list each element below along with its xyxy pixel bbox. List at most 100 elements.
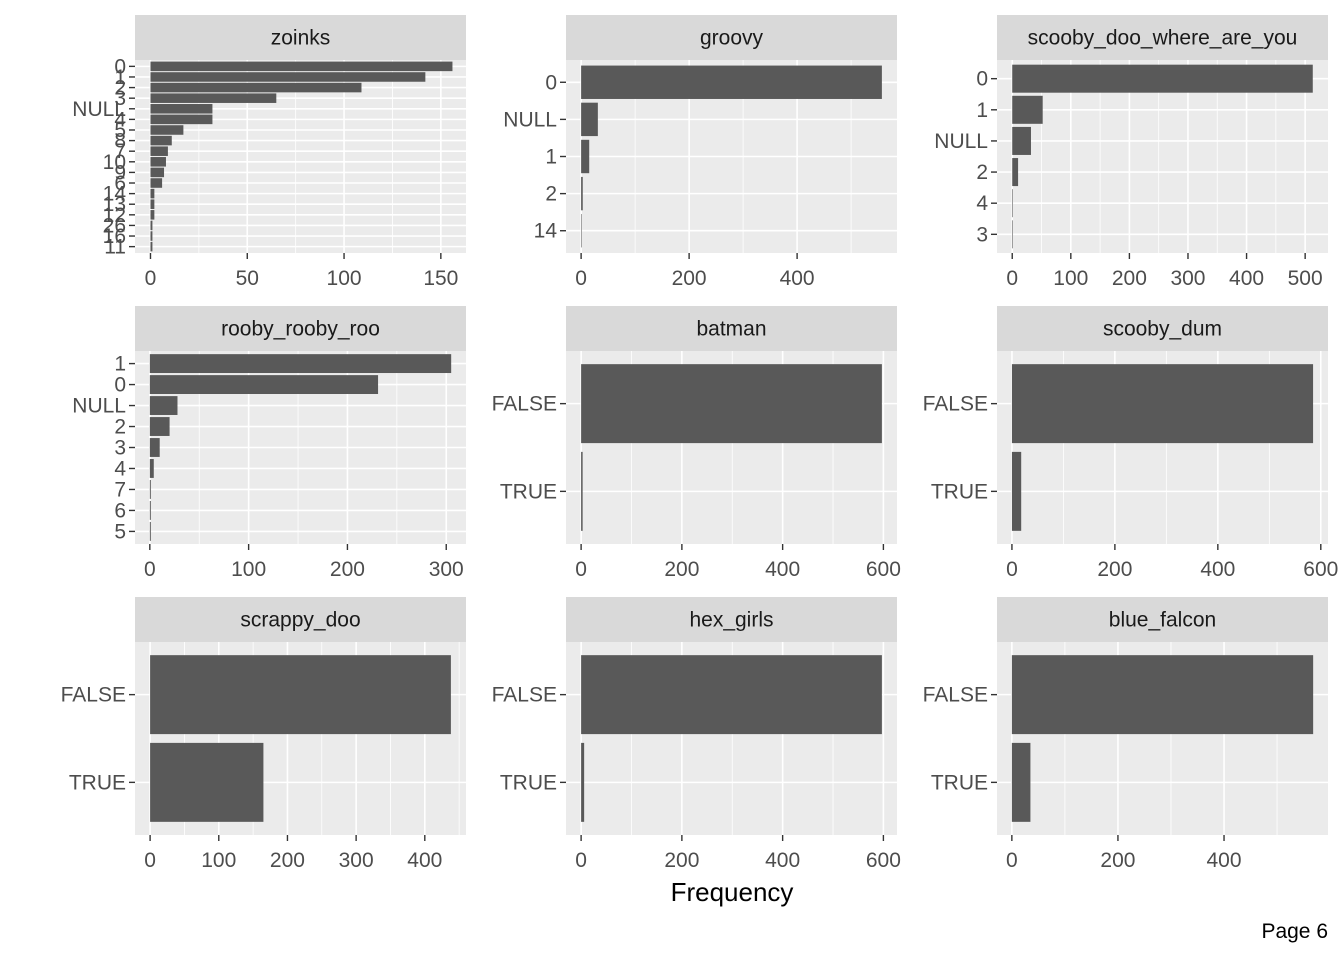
y-tick-label: FALSE: [492, 393, 557, 416]
x-tick-label: 400: [1207, 849, 1242, 872]
bar-2: [1012, 158, 1019, 187]
bar-3: [149, 438, 160, 457]
y-tick-label: 7: [114, 140, 126, 163]
x-tick-label: 0: [1006, 849, 1018, 872]
y-tick-label: 2: [114, 77, 126, 100]
y-tick-label: 4: [114, 108, 126, 131]
x-tick-label: 0: [575, 558, 587, 581]
x-tick-label: 100: [231, 558, 266, 581]
y-tick-label: 11: [104, 236, 126, 259]
x-tick-label: 400: [780, 267, 815, 290]
bar-0: [149, 375, 379, 395]
facet-title: hex_girls: [689, 609, 773, 632]
x-tick-label: 400: [765, 849, 800, 872]
bar-5: [149, 521, 151, 541]
y-tick-label: 0: [114, 55, 126, 78]
x-tick-label: 400: [1200, 558, 1235, 581]
x-tick-label: 200: [1100, 849, 1135, 872]
bar-12: [150, 210, 155, 220]
bar-6: [149, 500, 151, 520]
y-tick-label: 1: [976, 99, 988, 122]
bar-26: [150, 220, 153, 231]
x-tick-label: 0: [1006, 267, 1018, 290]
y-tick-label: 3: [976, 223, 988, 246]
bar-false: [150, 655, 451, 735]
x-tick-label: 200: [1112, 267, 1147, 290]
bar-1: [1012, 95, 1043, 124]
bar-7: [149, 480, 151, 499]
facet-title: scooby_doo_where_are_you: [1028, 27, 1298, 50]
bar-false: [1011, 655, 1314, 735]
x-tick-label: 0: [1006, 558, 1018, 581]
bar-1: [581, 139, 590, 174]
y-tick-label: FALSE: [923, 393, 988, 416]
y-tick-label: 2: [114, 416, 126, 439]
x-tick-label: 400: [765, 558, 800, 581]
x-tick-label: 200: [672, 267, 707, 290]
facet-title: scrappy_doo: [240, 609, 360, 632]
y-tick-label: TRUE: [500, 771, 557, 794]
facet-scrappy-doo: scrappy_doo FALSE TRUE 0 100 200 300 400: [61, 597, 466, 872]
y-tick-label: NULL: [72, 395, 126, 418]
bar-4: [1012, 189, 1013, 218]
y-tick-label: 7: [114, 478, 126, 501]
bar-1: [149, 354, 452, 374]
x-tick-label: 0: [144, 849, 156, 872]
facet-strip: [135, 597, 466, 642]
x-tick-label: 0: [575, 267, 587, 290]
bar-0: [581, 65, 882, 99]
facet-batman: batman FALSE TRUE 0 200 400 600: [492, 306, 901, 581]
bar-8: [150, 135, 172, 146]
bar-10: [150, 157, 166, 167]
y-tick-label: 13: [103, 193, 126, 216]
facet-strip: [566, 15, 897, 60]
bar-4: [150, 114, 213, 125]
facet-strip: [566, 306, 897, 351]
bar-3: [150, 93, 277, 103]
x-tick-label: 100: [327, 267, 362, 290]
bar-true: [581, 742, 585, 822]
bar-3: [1012, 220, 1013, 249]
x-tick-label: 200: [664, 558, 699, 581]
x-tick-label: 200: [664, 849, 699, 872]
facet-strip: [997, 597, 1328, 642]
bar-9: [150, 167, 165, 178]
x-tick-label: 300: [1170, 267, 1205, 290]
y-tick-label: NULL: [934, 130, 988, 153]
y-tick-label: TRUE: [69, 771, 126, 794]
bar-4: [149, 459, 154, 478]
bar-null: [150, 104, 213, 114]
x-tick-label: 0: [144, 558, 156, 581]
y-tick-label: NULL: [503, 108, 557, 131]
x-tick-label: 600: [866, 558, 901, 581]
x-tick-label: 0: [575, 849, 587, 872]
facet-strip: [135, 15, 466, 60]
bar-14: [581, 214, 582, 248]
y-tick-label: NULL: [72, 98, 126, 121]
x-tick-label: 300: [429, 558, 464, 581]
bar-0: [150, 61, 453, 72]
facet-groovy: groovy 0 NULL 1 2 14 0 200 400: [503, 15, 897, 290]
facet-title: rooby_rooby_roo: [221, 318, 380, 341]
x-tick-label: 0: [145, 267, 157, 290]
bar-null: [581, 102, 598, 137]
x-tick-label: 600: [866, 849, 901, 872]
x-tick-label: 50: [236, 267, 259, 290]
bar-null: [1012, 126, 1031, 155]
bar-false: [1011, 364, 1314, 444]
bar-14: [150, 188, 155, 199]
y-tick-label: 26: [103, 214, 126, 237]
facet-blue-falcon: blue_falcon FALSE TRUE 0 200 400: [923, 597, 1328, 872]
bar-0: [1012, 64, 1313, 93]
bar-1: [150, 72, 426, 82]
x-tick-label: 400: [407, 849, 442, 872]
y-tick-label: TRUE: [931, 480, 988, 503]
bar-true: [1011, 742, 1031, 822]
bar-true: [1011, 451, 1022, 531]
y-tick-label: 6: [114, 499, 126, 522]
facet-strip: [135, 306, 466, 351]
facet-scooby-dum: scooby_dum FALSE TRUE 0 200 400 600: [923, 306, 1338, 581]
